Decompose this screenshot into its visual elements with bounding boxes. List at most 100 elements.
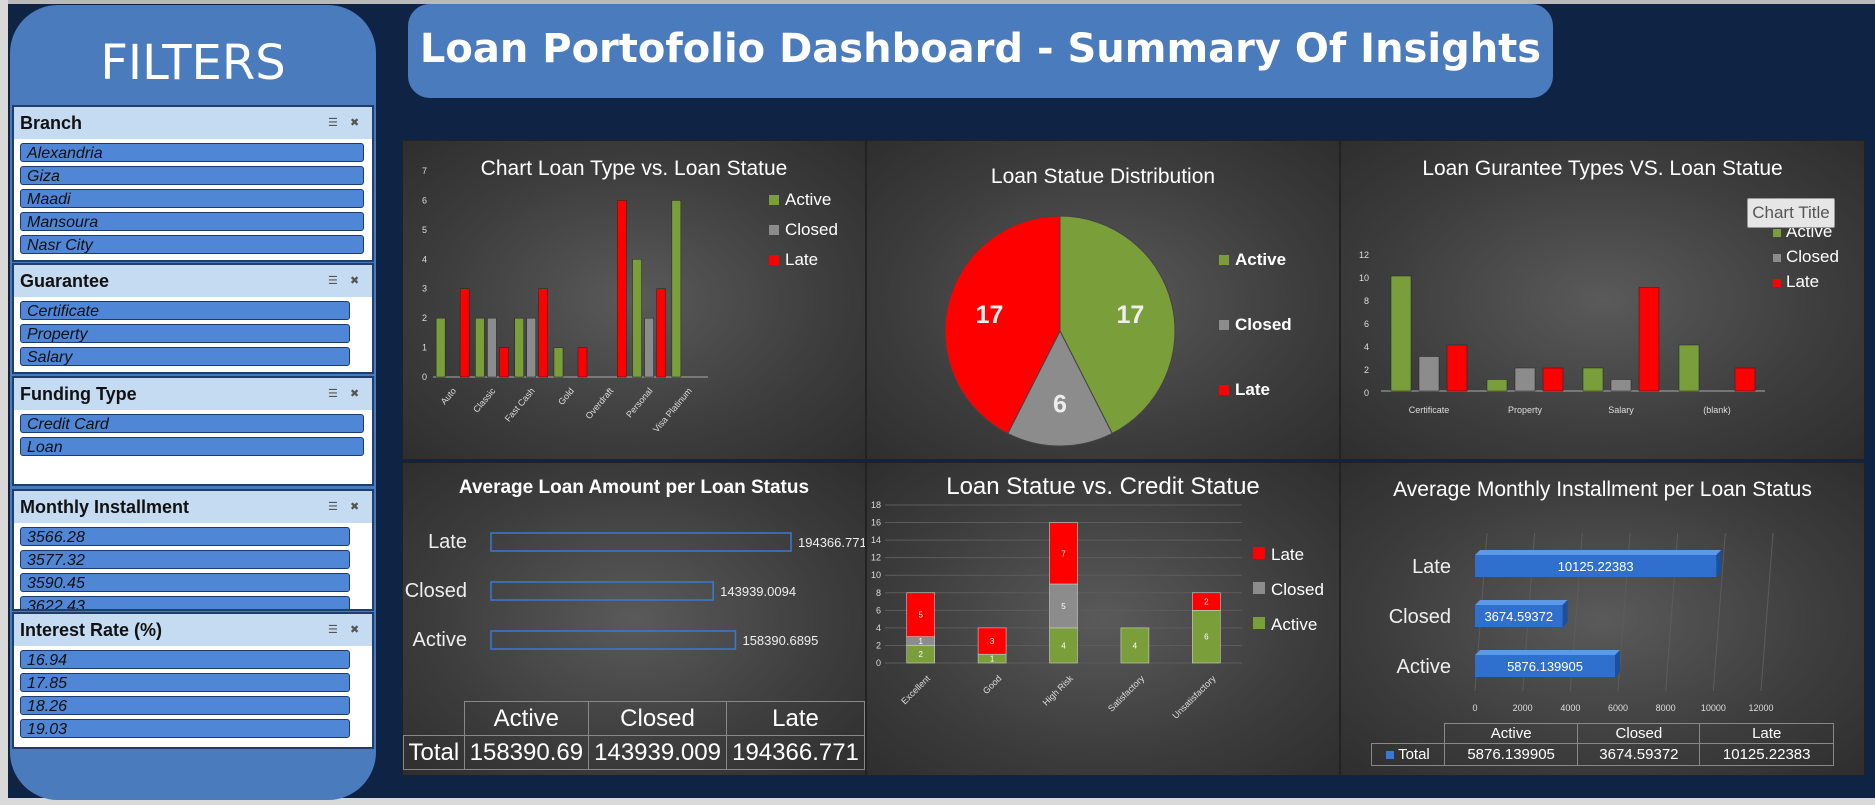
slicer-item[interactable]: 18.26 xyxy=(20,696,350,715)
bar xyxy=(487,317,497,378)
slicer-header: Branch ☰ ✖ xyxy=(14,107,372,139)
bar xyxy=(1475,555,1717,577)
bar xyxy=(553,347,564,378)
slicer-item[interactable]: Nasr City xyxy=(20,235,364,254)
pivot-row-label: Total xyxy=(1371,743,1445,766)
slicer-item[interactable]: 19.03 xyxy=(20,719,350,738)
clear-filter-icon[interactable]: ✖ xyxy=(350,275,360,287)
chart-title-placeholder[interactable]: Chart Title xyxy=(1747,198,1835,228)
pivot-corner xyxy=(1372,724,1445,744)
slicer-item[interactable]: 3577.32 xyxy=(20,550,350,569)
slicer-item[interactable]: 3566.28 xyxy=(20,527,350,546)
bar xyxy=(1475,655,1616,677)
bar xyxy=(577,347,588,378)
multi-select-icon[interactable]: ☰ xyxy=(328,624,338,636)
x-tick-label: 12000 xyxy=(1748,703,1773,713)
pivot-corner xyxy=(404,702,465,736)
bar xyxy=(514,317,524,378)
slicer-item[interactable]: Property xyxy=(20,324,350,343)
chart-avg-loan-svg: Late 194366.7711 Closed 143939.0094 Active 15… xyxy=(405,531,865,651)
clear-filter-icon[interactable]: ✖ xyxy=(350,388,360,400)
slicer-title: Branch xyxy=(20,113,83,133)
panel-loan-type: Chart Loan Type vs. Loan Statue 0 1 2 3 4 5 6 7… xyxy=(402,140,866,460)
bar xyxy=(1734,367,1756,392)
bar xyxy=(1486,379,1508,392)
slicer-item[interactable]: 17.85 xyxy=(20,673,350,692)
y-tick-label: 18 xyxy=(871,500,881,510)
data-label: 7 xyxy=(1061,549,1066,558)
bar xyxy=(1610,379,1632,392)
slicer-monthly-installment: Monthly Installment ☰ ✖ 3566.28 3577.32 … xyxy=(12,489,374,611)
bar xyxy=(1390,275,1412,392)
slicer-interest-rate: Interest Rate (%) ☰ ✖ 16.94 17.85 18.26 … xyxy=(12,612,374,749)
slicer-item[interactable]: 16.94 xyxy=(20,650,350,669)
slicer-item[interactable]: 3590.45 xyxy=(20,573,350,592)
slicer-branch: Branch ☰ ✖ Alexandria Giza Maadi Mansour… xyxy=(12,105,374,262)
slicer-item[interactable]: Giza xyxy=(20,166,364,185)
multi-select-icon[interactable]: ☰ xyxy=(328,388,338,400)
multi-select-icon[interactable]: ☰ xyxy=(328,117,338,129)
pivot-cell: 143939.009 xyxy=(588,735,728,770)
bar-segment xyxy=(1191,592,1221,611)
data-label: 17 xyxy=(976,301,1004,329)
x-tick-label: 10000 xyxy=(1701,703,1726,713)
bar xyxy=(1418,356,1440,392)
y-tick-label: 16 xyxy=(871,518,881,528)
category-label: Active xyxy=(413,629,467,651)
pivot-cell: 158390.69 xyxy=(463,735,590,770)
clear-filter-icon[interactable]: ✖ xyxy=(350,117,360,129)
slicer-item[interactable]: Certificate xyxy=(20,301,350,320)
slicer-item[interactable]: Loan xyxy=(20,437,364,456)
y-tick-label: 10 xyxy=(1359,273,1369,283)
slicer-header: Funding Type ☰ ✖ xyxy=(14,378,372,410)
bar-side-face xyxy=(1562,600,1568,627)
legend-swatch xyxy=(1773,279,1781,287)
bar-segment xyxy=(977,627,1007,655)
slicer-item[interactable]: Credit Card xyxy=(20,414,364,433)
bar xyxy=(499,347,509,378)
chart-title: Loan Gurantee Types VS. Loan Statue xyxy=(1422,157,1783,180)
x-tick-label: 8000 xyxy=(1656,703,1676,713)
clear-filter-icon[interactable]: ✖ xyxy=(350,501,360,513)
panel-guarantee-types: Loan Gurantee Types VS. Loan Statue 0 2 4 6… xyxy=(1340,140,1865,460)
panel-avg-installment: Average Monthly Installment per Loan Sta… xyxy=(1340,462,1865,776)
multi-select-icon[interactable]: ☰ xyxy=(328,501,338,513)
pivot-row-label: Total xyxy=(403,735,465,770)
pivot-row-label-text: Total xyxy=(1398,746,1430,763)
data-label: 194366.7711 xyxy=(798,535,865,550)
slicer-item[interactable]: Mansoura xyxy=(20,212,364,231)
legend-swatch xyxy=(1253,582,1265,594)
slicer-item[interactable]: 3622.43 xyxy=(20,596,350,609)
legend-swatch xyxy=(1773,229,1781,237)
bottom-frame-bar xyxy=(0,798,1875,805)
y-tick-label: 12 xyxy=(871,553,881,563)
slicer-item[interactable]: Alexandria xyxy=(20,143,364,162)
x-tick-label: 4000 xyxy=(1560,703,1580,713)
panel-avg-loan-amount: Average Loan Amount per Loan Status Late… xyxy=(402,462,866,776)
multi-select-icon[interactable]: ☰ xyxy=(328,275,338,287)
data-label: 2 xyxy=(918,650,923,659)
bar xyxy=(1678,344,1700,392)
slicer-title: Interest Rate (%) xyxy=(20,620,163,640)
legend-label: Active xyxy=(1235,250,1286,269)
bar xyxy=(632,259,642,378)
pivot-col-header: Late xyxy=(1699,723,1834,744)
y-tick-label: 7 xyxy=(422,166,427,176)
slicer-item[interactable]: Maadi xyxy=(20,189,364,208)
bar-top-face xyxy=(1475,600,1568,605)
panel-loan-status-pie: Loan Statue Distribution 17 6 17 Active Clos… xyxy=(866,140,1340,460)
legend-swatch xyxy=(1219,385,1229,395)
bar xyxy=(671,200,682,378)
legend-swatch xyxy=(1219,320,1229,330)
data-label: 6 xyxy=(1053,390,1067,418)
chart-title: Loan Statue Distribution xyxy=(990,165,1216,188)
clear-filter-icon[interactable]: ✖ xyxy=(350,624,360,636)
slicer-header: Guarantee ☰ ✖ xyxy=(14,265,372,297)
y-tick-label: 12 xyxy=(1359,250,1369,260)
y-tick-label: 0 xyxy=(422,372,427,382)
slicer-item[interactable]: Salary xyxy=(20,347,350,366)
pivot-col-header: Late xyxy=(726,701,865,736)
legend-swatch xyxy=(1253,547,1265,559)
bar-side-face xyxy=(1615,650,1621,677)
x-tick-label: Excellent xyxy=(899,673,932,706)
